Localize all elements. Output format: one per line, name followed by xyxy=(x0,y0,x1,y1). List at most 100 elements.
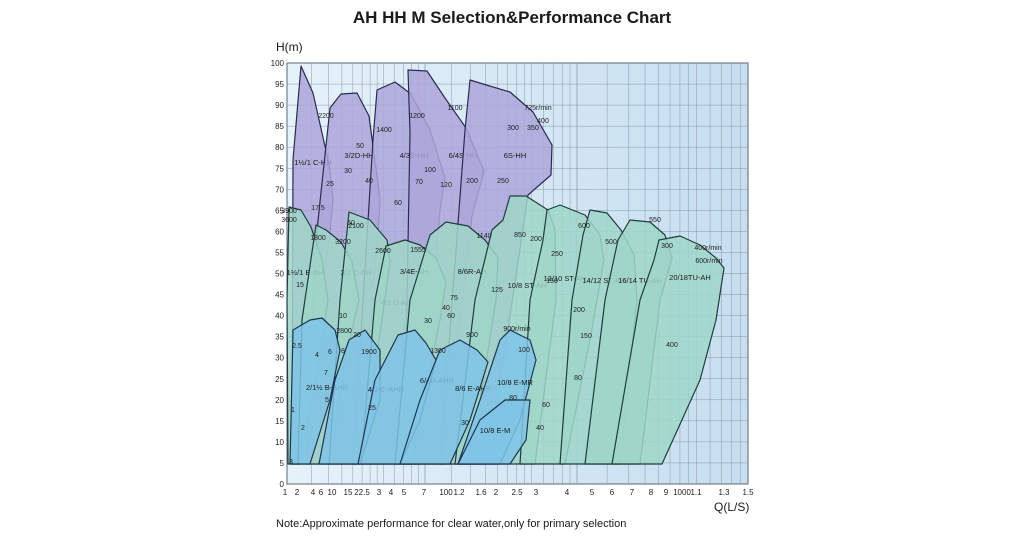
annotation-58: 300 xyxy=(661,243,673,250)
y-axis-label: H(m) xyxy=(276,40,303,54)
annotation-6: 40 xyxy=(365,178,373,185)
series-label-4: 6S-HH xyxy=(504,151,527,160)
series-label-8: 3/4E-AH xyxy=(400,267,428,276)
series-label-5: 1½/1 B-AH xyxy=(287,268,324,277)
x-tick-16: 3 xyxy=(534,488,539,497)
annotation-37: 40 xyxy=(442,305,450,312)
y-tick-9: 45 xyxy=(275,291,284,300)
x-tick-24: 1.1 xyxy=(690,488,702,497)
annotation-5: 30 xyxy=(344,168,352,175)
y-tick-3: 15 xyxy=(275,417,284,426)
annotation-64: 2 xyxy=(301,425,305,432)
annotation-26: 2.5 xyxy=(292,343,302,350)
series-label-10: 10/8 ST-AH xyxy=(508,281,547,290)
y-tick-17: 85 xyxy=(275,122,284,131)
annotation-32: 8 xyxy=(341,348,345,355)
annotation-42: 75 xyxy=(450,295,458,302)
x-tick-0: 1 xyxy=(283,488,288,497)
annotation-67: 50 xyxy=(347,220,355,227)
y-tick-13: 65 xyxy=(275,206,284,215)
annotation-18: 725r/min xyxy=(524,105,551,112)
x-axis-label: Q(L/S) xyxy=(714,500,750,514)
x-tick-10: 7 xyxy=(422,488,427,497)
annotation-2: 17.5 xyxy=(311,205,325,212)
annotation-54: 600 xyxy=(578,223,590,230)
annotation-61: 80 xyxy=(574,375,582,382)
annotation-21: 2100 xyxy=(348,223,364,230)
x-tick-17: 4 xyxy=(565,488,570,497)
annotation-50: 80 xyxy=(509,395,517,402)
y-tick-14: 70 xyxy=(275,185,284,194)
annotation-33: 1900 xyxy=(361,349,377,356)
chart-note: Note:Approximate performance for clear w… xyxy=(276,518,627,530)
envelope-18 xyxy=(399,339,489,465)
envelope-14 xyxy=(611,235,725,465)
annotation-66: 25 xyxy=(368,405,376,412)
annotation-53: 30 xyxy=(461,420,469,427)
annotation-17: 300 xyxy=(507,125,519,132)
chart-title: AH HH M Selection&Performance Chart xyxy=(352,8,672,27)
annotation-62: 400 xyxy=(666,342,678,349)
annotation-25: 15 xyxy=(296,282,304,289)
annotation-59: 200 xyxy=(573,307,585,314)
annotation-14: 1100 xyxy=(447,105,462,112)
annotation-22: 3200 xyxy=(335,239,351,246)
annotation-39: 1140 xyxy=(476,233,491,240)
x-tick-1: 2 xyxy=(295,488,300,497)
x-tick-15: 2.5 xyxy=(511,488,523,497)
annotation-56: 550 xyxy=(649,217,661,224)
x-tick-11: 100 xyxy=(439,488,453,497)
annotation-36: 30 xyxy=(424,318,432,325)
y-tick-1: 5 xyxy=(280,459,285,468)
y-tick-5: 25 xyxy=(275,375,284,384)
x-tick-8: 4 xyxy=(389,488,394,497)
x-tick-22: 9 xyxy=(664,488,669,497)
x-tick-14: 2 xyxy=(494,488,499,497)
annotation-11: 1200 xyxy=(409,113,425,120)
x-tick-23: 1000 xyxy=(673,488,691,497)
annotation-69: 3900 xyxy=(281,208,297,215)
annotation-47: 125 xyxy=(491,287,503,294)
annotation-12: 100 xyxy=(424,167,436,174)
x-tick-19: 6 xyxy=(610,488,615,497)
series-label-19: 10/8 E-MR xyxy=(497,378,533,387)
y-tick-11: 55 xyxy=(275,248,284,257)
annotation-49: 100 xyxy=(518,347,530,354)
y-tick-19: 95 xyxy=(275,80,284,89)
x-tick-7: 3 xyxy=(377,488,382,497)
x-tick-5: 15 xyxy=(344,488,353,497)
series-label-14: 20/18TU-AH xyxy=(669,273,711,282)
annotation-28: 5 xyxy=(325,397,329,404)
annotation-10: 70 xyxy=(415,179,423,186)
annotation-38: 1300 xyxy=(430,348,446,355)
x-tick-12: 1.2 xyxy=(453,488,465,497)
annotation-40: 60 xyxy=(447,313,455,320)
annotation-68: 600r/min xyxy=(695,258,722,265)
x-tick-4: 10 xyxy=(328,488,337,497)
annotation-16: 250 xyxy=(497,178,509,185)
annotation-7: 50 xyxy=(356,143,364,150)
annotation-13: 120 xyxy=(440,182,452,189)
series-label-11: 12/10 ST-AH xyxy=(544,274,587,283)
series-label-13: 16/14 TU-AH xyxy=(618,276,662,285)
y-tick-7: 35 xyxy=(275,333,284,342)
annotation-19: 350 xyxy=(527,125,539,132)
annotation-57: 400r/min xyxy=(694,245,721,252)
x-tick-9: 5 xyxy=(402,488,407,497)
y-tick-0: 0 xyxy=(280,480,285,489)
annotation-15: 200 xyxy=(466,178,478,185)
x-tick-26: 1.5 xyxy=(742,488,754,497)
x-tick-20: 7 xyxy=(630,488,635,497)
annotation-20: 400 xyxy=(537,118,549,125)
y-tick-6: 30 xyxy=(275,354,284,363)
y-tick-16: 80 xyxy=(275,143,284,152)
series-label-18: 8/6 E-AHR xyxy=(455,384,491,393)
series-label-12: 14/12 ST-AH xyxy=(583,276,626,285)
annotation-1: 25 xyxy=(326,181,334,188)
annotation-46: 150 xyxy=(546,278,558,285)
y-tick-15: 75 xyxy=(275,164,284,173)
series-label-15: 2/1½ B-AHR xyxy=(306,383,349,392)
envelope-15 xyxy=(289,317,341,465)
annotation-43: 900 xyxy=(466,332,478,339)
